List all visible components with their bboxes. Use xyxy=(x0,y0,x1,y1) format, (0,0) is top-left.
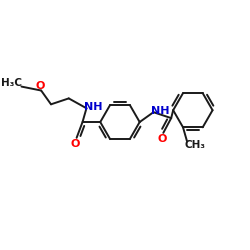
Text: H₃C: H₃C xyxy=(1,78,22,88)
Text: O: O xyxy=(71,139,80,149)
Text: O: O xyxy=(36,80,45,90)
Text: NH: NH xyxy=(151,106,170,116)
Text: NH: NH xyxy=(84,102,102,112)
Text: CH₃: CH₃ xyxy=(184,140,205,150)
Text: O: O xyxy=(158,134,167,144)
